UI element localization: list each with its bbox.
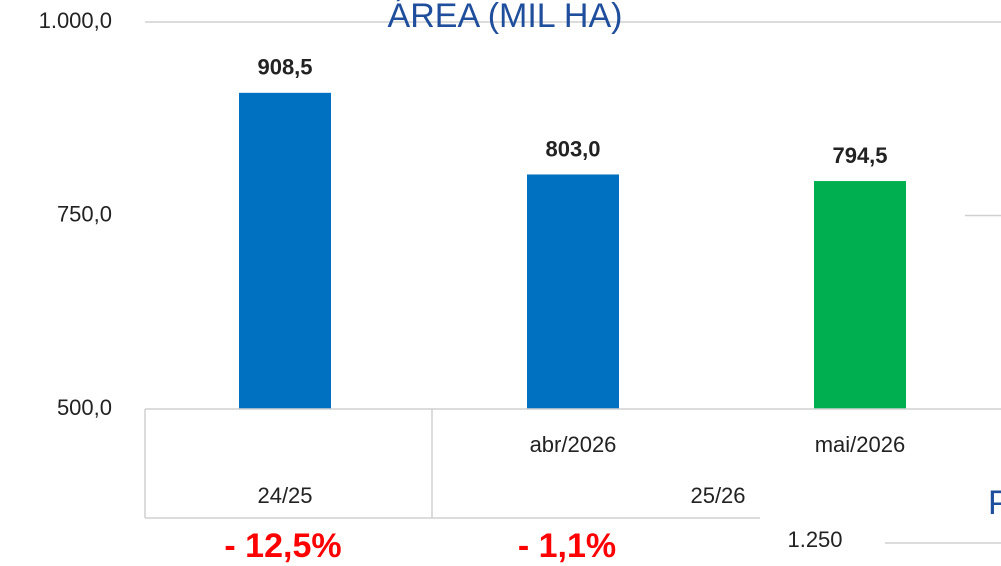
- y-tick-label: 750,0: [57, 201, 112, 226]
- bar: [527, 174, 619, 409]
- bar: [239, 92, 331, 410]
- x-tick-label: mai/2026: [815, 432, 906, 457]
- value-label: 794,5: [832, 143, 887, 168]
- value-label: 803,0: [545, 136, 600, 161]
- chart-title: ÁREA (MIL HA): [388, 0, 623, 35]
- fragment-label: 1.250: [787, 527, 842, 552]
- y-tick-label: 500,0: [57, 395, 112, 420]
- group-label: 24/25: [257, 483, 312, 508]
- group-label: 25/26: [690, 483, 745, 508]
- value-label: 908,5: [257, 55, 312, 80]
- annotation: - 1,1%: [518, 527, 616, 565]
- bar: [814, 181, 906, 409]
- y-tick-label: 1.000,0: [39, 8, 112, 33]
- fragment-title: P: [988, 484, 1001, 522]
- annotation: - 12,5%: [224, 527, 341, 565]
- x-tick-label: abr/2026: [530, 432, 617, 457]
